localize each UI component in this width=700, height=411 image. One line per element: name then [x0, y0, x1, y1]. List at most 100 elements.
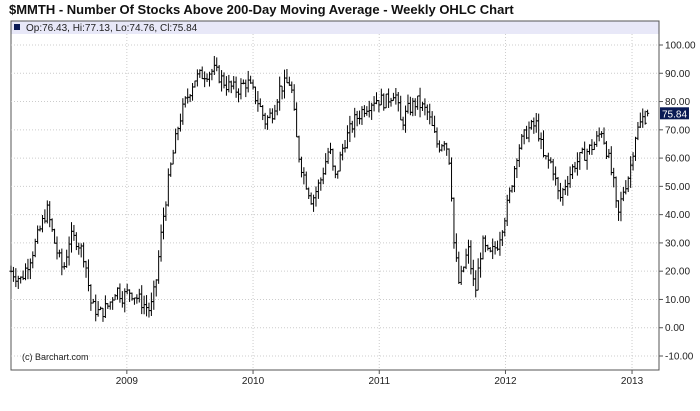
ohlc-bar — [270, 108, 275, 124]
ohlc-bar — [563, 179, 567, 195]
ohlc-bar — [483, 235, 488, 253]
ohlc-bar — [350, 120, 354, 133]
ohlc-bar — [285, 69, 289, 84]
ohlc-bar — [326, 147, 330, 164]
ohlc-bar — [287, 76, 291, 86]
ohlc-bar — [556, 176, 560, 200]
x-tick-label: 2010 — [242, 376, 265, 387]
ohlc-bar — [328, 142, 333, 155]
ohlc-bar — [624, 180, 628, 195]
ohlc-bar — [345, 125, 350, 149]
ohlc-bar — [491, 238, 495, 260]
ohlc-bar — [481, 235, 485, 260]
ohlc-bar — [36, 225, 40, 244]
last-price-bg — [660, 107, 689, 120]
ohlc-bar — [164, 201, 168, 221]
ohlc-bar — [587, 144, 592, 155]
ohlc-bar — [55, 236, 59, 260]
ohlc-bar — [522, 129, 526, 145]
ohlc-bar — [614, 176, 618, 208]
ohlc-bar — [79, 243, 83, 258]
ohlc-bar — [103, 295, 107, 319]
ohlc-bar — [178, 113, 183, 132]
ohlc-bar — [205, 73, 209, 83]
ohlc-bar — [636, 121, 640, 141]
x-tick-label: 2012 — [494, 376, 517, 387]
ohlc-bar — [273, 104, 277, 120]
y-tick-label: 20.00 — [665, 267, 690, 278]
plot-frame — [10, 20, 660, 371]
last-price-label: 75.84 — [662, 109, 687, 120]
ohlc-bar — [94, 294, 98, 322]
y-tick-label: 50.00 — [665, 182, 690, 193]
ohlc-bar — [28, 258, 32, 280]
ohlc-bar — [583, 141, 587, 161]
ohlc-bar — [609, 146, 613, 176]
ohlc-bar — [258, 98, 262, 108]
ohlc-bar — [203, 71, 207, 88]
ohlc-bar — [89, 284, 93, 311]
ohlc-bar — [307, 187, 311, 200]
ohlc-bar — [144, 295, 149, 317]
ohlc-bar — [432, 115, 437, 133]
ohlc-bar — [568, 166, 572, 188]
ohlc-bar — [616, 200, 621, 221]
ohlc-bar — [166, 168, 170, 207]
ohlc-bar — [154, 279, 158, 297]
ohlc-bar — [23, 263, 28, 281]
ohlc-bar — [108, 301, 112, 310]
y-axis: -10.00 0.00 10.00 20.00 30.00 40.00 50.00 60.00… — [659, 41, 696, 363]
ohlc-bar — [224, 76, 229, 96]
ohlc-bar — [478, 252, 483, 278]
ohlc-bar — [428, 103, 432, 125]
ohlc-bar — [171, 149, 175, 165]
y-tick-label: 30.00 — [665, 238, 690, 249]
ohlc-bar — [246, 70, 250, 93]
ohlc-bars — [9, 55, 650, 322]
ohlc-bar — [236, 88, 241, 103]
ohlc-bar — [442, 141, 446, 151]
y-tick-label: 40.00 — [665, 210, 690, 221]
ohlc-bar — [72, 224, 76, 241]
ohlc-bar — [524, 125, 529, 140]
ohlc-bar — [217, 65, 221, 84]
ohlc-bar — [65, 249, 69, 268]
y-tick-label: 80.00 — [665, 97, 690, 108]
ohlc-bar — [418, 87, 422, 118]
ohlc-bar — [512, 165, 517, 193]
ohlc-bar — [561, 187, 565, 206]
y-tick-label: 70.00 — [665, 125, 690, 136]
ohlc-bar — [195, 69, 199, 87]
ohlc-bar — [321, 167, 325, 185]
ohlc-bar — [377, 100, 381, 113]
ohlc-bar — [384, 93, 388, 109]
ohlc-bar — [125, 283, 129, 295]
ohlc-bar — [159, 224, 163, 262]
ohlc-bar — [558, 182, 563, 202]
ohlc-bar — [31, 251, 35, 269]
ohlc-bar — [101, 307, 105, 322]
ohlc-bar — [292, 84, 296, 111]
y-tick-label: 90.00 — [665, 69, 690, 80]
ohlc-bar — [314, 186, 318, 207]
ohlc-bar — [16, 275, 20, 289]
ohlc-header-bg — [11, 21, 659, 34]
ohlc-bar — [316, 179, 321, 199]
x-tick-label: 2011 — [369, 376, 391, 387]
ohlc-bar — [437, 140, 442, 153]
ohlc-bar — [411, 97, 415, 117]
ohlc-bar — [374, 92, 379, 105]
ohlc-bar — [69, 222, 74, 253]
chart-title: $MMTH - Number Of Stocks Above 200-Day M… — [9, 2, 514, 17]
ohlc-bar — [367, 100, 371, 118]
ohlc-bar — [527, 121, 531, 143]
ohlc-bar — [379, 88, 383, 106]
ohlc-bar — [391, 92, 396, 101]
ohlc-bar — [430, 111, 434, 127]
last-price-tag: 75.84 — [660, 107, 689, 120]
ohlc-bar — [82, 242, 86, 268]
ohlc-bar — [537, 113, 541, 142]
ohlc-bar — [578, 152, 582, 170]
ohlc-bar — [152, 280, 156, 310]
ohlc-bar — [633, 136, 638, 161]
